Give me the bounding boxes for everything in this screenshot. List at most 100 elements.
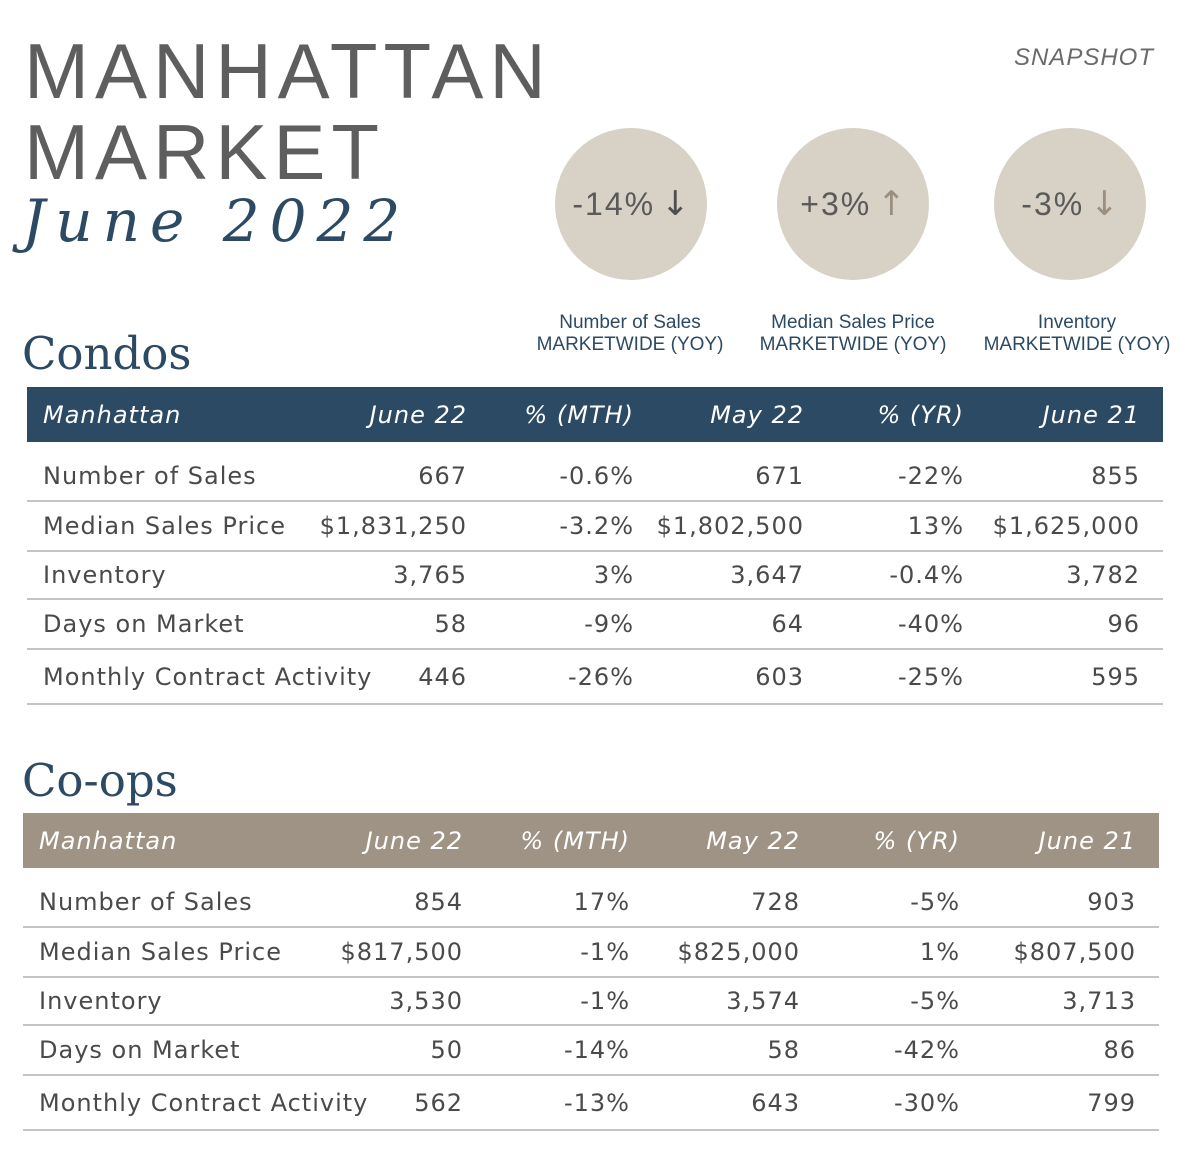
table-cell: -0.6% [559, 462, 634, 490]
table-cell: 86 [1103, 1036, 1136, 1064]
table-row: Inventory 3,765 3% 3,647 -0.4% 3,782 [27, 552, 1163, 600]
column-header: Manhattan [39, 826, 178, 855]
stat-sublabel: MARKETWIDE (YOY) [759, 334, 947, 355]
column-header: June 21 [1038, 826, 1136, 855]
snapshot-label: SNAPSHOT [1013, 44, 1154, 71]
arrow-down-icon: ↓ [661, 184, 690, 224]
table-row: Days on Market 58 -9% 64 -40% 96 [27, 600, 1163, 650]
table-cell: 643 [751, 1088, 800, 1117]
table-cell: -22% [897, 462, 964, 490]
row-label: Days on Market [39, 1036, 241, 1064]
column-header: June 22 [369, 400, 467, 429]
row-label: Median Sales Price [39, 938, 282, 966]
row-label: Days on Market [43, 610, 245, 638]
table-cell: -30% [893, 1088, 960, 1117]
row-label: Number of Sales [43, 462, 257, 490]
table-cell: -40% [897, 610, 964, 638]
stat-caption-inventory: Inventory MARKETWIDE (YOY) [962, 312, 1192, 356]
table-cell: -1% [580, 987, 630, 1015]
table-cell: $1,831,250 [319, 512, 467, 540]
table-cell: -0.4% [889, 561, 964, 589]
table-row: Inventory 3,530 -1% 3,574 -5% 3,713 [23, 978, 1159, 1026]
table-cell: -9% [584, 610, 634, 638]
row-label: Inventory [39, 987, 163, 1015]
arrow-up-icon: ↑ [877, 184, 906, 224]
table-cell: 3,765 [393, 561, 467, 589]
table-cell: $1,625,000 [992, 512, 1140, 540]
table-cell: 728 [751, 888, 800, 916]
column-header: % (YR) [873, 826, 960, 855]
stat-value: -3% [1021, 185, 1085, 222]
table-row: Median Sales Price $1,831,250 -3.2% $1,8… [27, 502, 1163, 552]
table-cell: 3,647 [730, 561, 804, 589]
table-cell: 446 [418, 662, 467, 691]
stat-sublabel: MARKETWIDE (YOY) [983, 334, 1171, 355]
stat-circle-inventory: -3% ↓ [994, 128, 1146, 280]
column-header: May 22 [706, 826, 800, 855]
table-cell: 603 [755, 662, 804, 691]
stat-label: Number of Sales [559, 312, 701, 333]
arrow-down-icon: ↓ [1090, 184, 1119, 224]
report-date: June 2022 [22, 187, 411, 255]
column-header: % (MTH) [520, 826, 630, 855]
table-row: Monthly Contract Activity 446 -26% 603 -… [27, 650, 1163, 705]
stat-caption-price: Median Sales Price MARKETWIDE (YOY) [738, 312, 968, 356]
title-line-2: MARKET [24, 108, 386, 196]
table-row: Median Sales Price $817,500 -1% $825,000… [23, 928, 1159, 978]
condos-table: Manhattan June 22 % (MTH) May 22 % (YR) … [27, 387, 1163, 705]
stat-circle-sales: -14% ↓ [555, 128, 707, 280]
table-cell: 1% [919, 938, 960, 966]
row-label: Number of Sales [39, 888, 253, 916]
table-cell: -5% [910, 888, 960, 916]
column-header: % (MTH) [524, 400, 634, 429]
table-cell: 96 [1107, 610, 1140, 638]
table-cell: $1,802,500 [656, 512, 804, 540]
table-header: Manhattan June 22 % (MTH) May 22 % (YR) … [27, 387, 1163, 442]
stat-value: +3% [800, 185, 872, 222]
table-cell: 854 [414, 888, 463, 916]
table-cell: -25% [897, 662, 964, 691]
table-cell: 17% [573, 888, 630, 916]
table-cell: -5% [910, 987, 960, 1015]
table-row: Days on Market 50 -14% 58 -42% 86 [23, 1026, 1159, 1076]
table-cell: -14% [563, 1036, 630, 1064]
table-cell: 595 [1091, 662, 1140, 691]
table-cell: 562 [414, 1088, 463, 1117]
table-cell: -42% [893, 1036, 960, 1064]
table-cell: 3,713 [1062, 987, 1136, 1015]
stat-circle-price: +3% ↑ [777, 128, 929, 280]
table-cell: 64 [771, 610, 804, 638]
column-header: June 22 [365, 826, 463, 855]
stat-label: Median Sales Price [771, 312, 935, 333]
table-cell: 855 [1091, 462, 1140, 490]
stat-sublabel: MARKETWIDE (YOY) [536, 334, 724, 355]
table-cell: 58 [434, 610, 467, 638]
stat-value: -14% [572, 185, 656, 222]
table-cell: 58 [767, 1036, 800, 1064]
column-header: June 21 [1042, 400, 1140, 429]
table-cell: 3,782 [1066, 561, 1140, 589]
table-cell: 3,530 [389, 987, 463, 1015]
table-cell: $825,000 [677, 938, 800, 966]
table-cell: 3% [593, 561, 634, 589]
row-label: Monthly Contract Activity [43, 662, 373, 691]
table-cell: -26% [567, 662, 634, 691]
table-cell: 903 [1087, 888, 1136, 916]
coops-table: Manhattan June 22 % (MTH) May 22 % (YR) … [23, 813, 1159, 1131]
table-cell: 3,574 [726, 987, 800, 1015]
row-label: Median Sales Price [43, 512, 286, 540]
table-header: Manhattan June 22 % (MTH) May 22 % (YR) … [23, 813, 1159, 868]
row-label: Inventory [43, 561, 167, 589]
column-header: % (YR) [877, 400, 964, 429]
title-line-1: MANHATTAN [24, 27, 552, 115]
table-cell: 50 [430, 1036, 463, 1064]
column-header: May 22 [710, 400, 804, 429]
table-row: Number of Sales 667 -0.6% 671 -22% 855 [27, 452, 1163, 502]
table-cell: 13% [907, 512, 964, 540]
table-cell: -3.2% [559, 512, 634, 540]
table-row: Monthly Contract Activity 562 -13% 643 -… [23, 1076, 1159, 1131]
table-row: Number of Sales 854 17% 728 -5% 903 [23, 878, 1159, 928]
table-cell: $807,500 [1013, 938, 1136, 966]
column-header: Manhattan [43, 400, 182, 429]
table-cell: 799 [1087, 1088, 1136, 1117]
